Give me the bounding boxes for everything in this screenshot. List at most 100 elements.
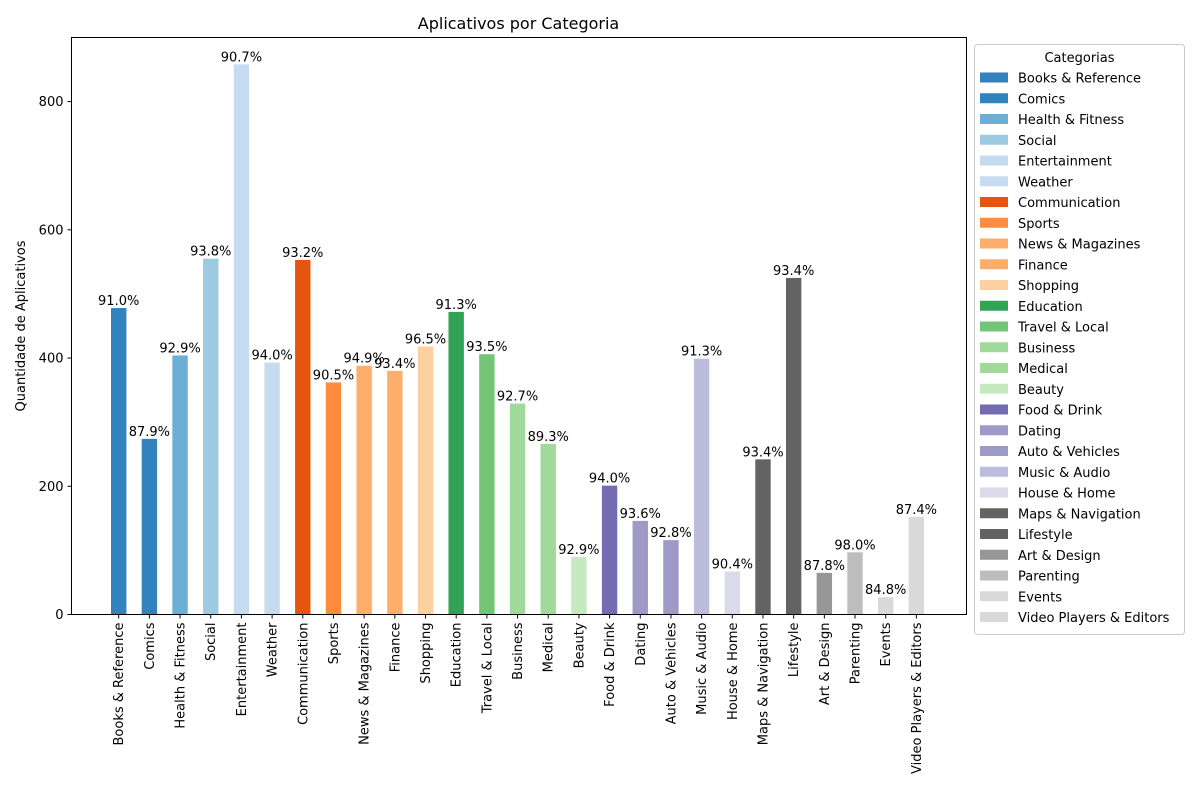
legend-title: Categorias [1044, 51, 1114, 66]
legend-entry-label: Entertainment [1018, 155, 1112, 170]
bar-value-label: 92.9% [558, 543, 599, 558]
x-tick-label: Finance [388, 622, 403, 672]
bar-value-label: 98.0% [834, 538, 875, 553]
legend-swatch [980, 487, 1008, 498]
plot-frame [71, 37, 967, 615]
legend-swatch [980, 404, 1008, 415]
legend-items: Books & Reference Comics Health & Fitness S… [980, 72, 1170, 626]
legend-entry-label: Medical [1018, 362, 1068, 377]
legend-entry-label: Books & Reference [1018, 72, 1141, 87]
x-tick-label: Entertainment [235, 623, 250, 717]
legend-swatch [980, 446, 1008, 456]
legend-swatch [980, 342, 1008, 353]
legend-entry-label: Lifestyle [1018, 528, 1073, 543]
legend-swatch [980, 570, 1008, 581]
bar-value-label: 89.3% [528, 430, 569, 445]
bar-value-label: 87.9% [129, 425, 170, 440]
legend-swatch [980, 529, 1008, 539]
x-tick-label: Travel & Local [480, 623, 495, 715]
legend-swatch [980, 300, 1008, 311]
x-tick-label: Art & Design [818, 623, 833, 706]
legend-swatch [980, 363, 1008, 373]
legend-swatch [980, 321, 1008, 332]
legend-swatch [980, 114, 1008, 124]
bar [785, 277, 802, 615]
legend-entry-label: Social [1018, 134, 1057, 149]
x-tick-label: Auto & Vehicles [664, 622, 679, 724]
legend-swatch [980, 425, 1008, 436]
x-tick-label: Comics [143, 622, 158, 669]
bar-value-label: 90.7% [221, 50, 262, 65]
legend-swatch [980, 591, 1008, 602]
bar-value-label: 87.8% [804, 559, 845, 574]
legend-swatch [980, 93, 1008, 104]
bar [203, 258, 219, 615]
legend-entry-label: Video Players & Editors [1018, 611, 1170, 626]
bar [908, 517, 925, 615]
x-tick-label: Business [511, 622, 526, 680]
x-tick-label: Food & Drink [603, 622, 618, 707]
bar [540, 443, 556, 615]
bar [172, 355, 188, 615]
x-tick-label: Lifestyle [787, 623, 802, 678]
y-axis: 0 200 400 600 800 [39, 95, 72, 623]
x-axis: Books & Reference Comics Health & Fitness S… [112, 614, 925, 774]
legend-swatch [980, 217, 1008, 228]
legend-swatch [980, 197, 1008, 207]
legend-entry-label: Auto & Vehicles [1018, 445, 1120, 460]
legend-entry-label: Comics [1018, 92, 1065, 107]
y-tick-label: 200 [39, 480, 64, 495]
x-tick-label: Music & Audio [695, 622, 710, 714]
bar [878, 597, 894, 615]
x-tick-label: Shopping [419, 623, 434, 684]
legend-swatch [980, 155, 1008, 166]
bar [693, 358, 710, 615]
legend-swatch [980, 280, 1008, 290]
bar-value-label: 93.4% [773, 264, 814, 279]
bar-value-label: 91.3% [681, 345, 722, 360]
legend-entry-label: Beauty [1018, 383, 1064, 398]
bar-value-label: 90.5% [313, 368, 354, 383]
legend-swatch [980, 508, 1008, 519]
bar [479, 354, 495, 615]
x-tick-label: Weather [266, 622, 281, 677]
chart-title: Aplicativos por Categoria [418, 14, 619, 33]
legend-entry-label: Travel & Local [1017, 321, 1109, 336]
bar-value-label: 94.0% [589, 472, 630, 487]
legend-swatch [980, 612, 1008, 622]
x-tick-label: Medical [542, 623, 557, 673]
legend-frame [974, 44, 1185, 635]
legend-entry-label: Art & Design [1018, 549, 1101, 564]
legend-entry-label: Dating [1018, 424, 1061, 439]
bar [325, 382, 342, 615]
legend-entry-label: Business [1018, 341, 1076, 356]
x-tick-label: Parenting [849, 623, 864, 685]
legend-entry-label: Shopping [1018, 279, 1079, 294]
legend-entry-label: Communication [1018, 196, 1120, 211]
legend-entry-label: Events [1018, 590, 1062, 605]
bar-value-label: 90.4% [712, 558, 753, 573]
bar [111, 308, 127, 615]
bar-value-label: 93.8% [190, 245, 231, 260]
legend-entry-label: Parenting [1018, 570, 1080, 585]
x-tick-label: Maps & Navigation [756, 623, 771, 746]
legend-swatch [980, 238, 1008, 249]
legend-entry-label: Music & Audio [1018, 466, 1110, 481]
bar [448, 311, 464, 615]
x-tick-label: Education [450, 623, 465, 688]
legend-swatch [980, 259, 1008, 270]
y-tick-label: 600 [39, 223, 64, 238]
legend-swatch [980, 72, 1008, 83]
legend-swatch [980, 466, 1008, 477]
legend-entry-label: Education [1018, 300, 1083, 315]
y-axis-label: Quantidade de Aplicativos [14, 240, 29, 411]
x-tick-label: Sports [327, 622, 342, 664]
y-tick-label: 400 [39, 352, 64, 367]
bar-value-label: 96.5% [405, 333, 446, 348]
legend-entry-label: Weather [1018, 175, 1073, 190]
bar-value-label: 87.4% [896, 503, 937, 518]
legend-swatch [980, 134, 1008, 145]
bar-value-label: 93.6% [620, 507, 661, 522]
bar [632, 520, 648, 615]
x-tick-label: Communication [296, 623, 311, 725]
